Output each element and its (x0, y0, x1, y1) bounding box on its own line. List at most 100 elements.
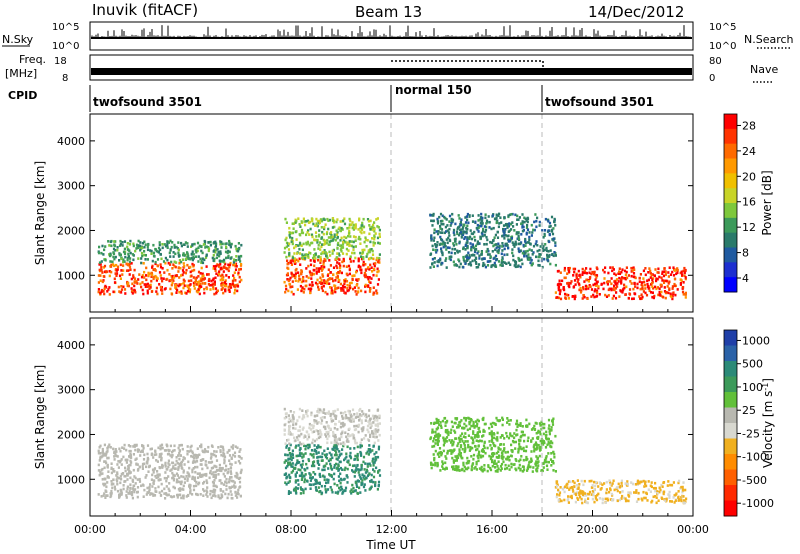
power-echo-cell (462, 231, 465, 235)
power-echo-cell (309, 259, 312, 262)
power-echo-cell (312, 272, 315, 276)
velocity-echo-cell (154, 449, 157, 453)
power-echo-cell (295, 230, 298, 233)
velocity-echo-cell (185, 495, 188, 498)
power-echo-cell (350, 223, 353, 226)
velocity-echo-cell (99, 444, 102, 448)
power-echo-cell (375, 289, 378, 292)
velocity-echo-cell (119, 459, 122, 463)
velocity-echo-cell (205, 474, 208, 477)
velocity-echo-cell (225, 481, 228, 484)
velocity-echo-cell (309, 427, 312, 431)
velocity-echo-cell (170, 468, 173, 471)
velocity-echo-cell (531, 437, 534, 440)
power-echo-cell (112, 290, 115, 294)
velocity-echo-cell (377, 483, 380, 487)
velocity-echo-cell (237, 492, 240, 496)
velocity-echo-cell (188, 474, 191, 478)
power-echo-cell (655, 287, 658, 291)
velocity-echo-cell (514, 458, 517, 461)
power-colorbar-swatch (724, 262, 737, 278)
power-echo-cell (134, 290, 137, 294)
power-echo-cell (648, 267, 651, 270)
power-echo-cell (478, 242, 481, 245)
velocity-echo-cell (368, 409, 371, 412)
power-echo-cell (300, 280, 303, 284)
velocity-echo-cell (114, 448, 117, 451)
velocity-echo-cell (304, 447, 307, 451)
velocity-echo-cell (306, 438, 309, 441)
power-echo-cell (319, 281, 322, 284)
power-echo-cell (481, 232, 484, 236)
power-echo-cell (237, 249, 240, 253)
power-echo-cell (372, 257, 375, 261)
velocity-echo-cell (178, 444, 181, 447)
power-echo-cell (449, 239, 452, 243)
velocity-echo-cell (225, 488, 228, 491)
power-echo-cell (684, 293, 687, 296)
velocity-echo-cell (158, 491, 161, 494)
velocity-echo-cell (439, 469, 442, 472)
velocity-echo-cell (520, 430, 523, 434)
velocity-echo-cell (317, 407, 320, 411)
power-echo-cell (187, 279, 190, 283)
power-echo-cell (306, 219, 310, 223)
power-echo-cell (327, 268, 330, 271)
velocity-echo-cell (97, 469, 100, 472)
power-echo-cell (594, 288, 597, 291)
power-echo-cell (445, 218, 448, 221)
power-echo-cell (305, 267, 308, 270)
power-echo-cell (536, 216, 539, 220)
power-echo-cell (613, 272, 616, 275)
power-echo-cell (614, 282, 617, 286)
power-echo-cell (293, 252, 296, 255)
power-echo-cell (191, 256, 194, 260)
power-echo-cell (110, 244, 113, 248)
velocity-echo-cell (493, 422, 496, 425)
velocity-echo-cell (320, 455, 324, 459)
power-echo-cell (481, 219, 484, 223)
nave-label: Nave (750, 63, 778, 76)
velocity-echo-cell (178, 480, 181, 484)
velocity-echo-cell (300, 452, 303, 455)
freq-panel (89, 54, 694, 81)
power-echo-cell (146, 289, 149, 293)
velocity-echo-cell (343, 458, 346, 462)
velocity-echo-cell (101, 447, 104, 451)
power-echo-cell (201, 272, 204, 276)
velocity-echo-cell (333, 453, 337, 457)
power-echo-cell (439, 257, 442, 261)
power-echo-cell (362, 260, 365, 264)
velocity-echo-cell (288, 473, 291, 477)
velocity-echo-cell (502, 455, 505, 459)
power-echo-cell (374, 262, 377, 265)
power-echo-cell (594, 273, 597, 277)
power-echo-cell (465, 215, 468, 218)
velocity-echo-cell (317, 432, 320, 436)
nsearch-tick-low: 10^0 (709, 41, 736, 52)
power-echo-cell (308, 283, 311, 287)
velocity-echo-cell (534, 464, 537, 467)
power-echo-cell (511, 212, 514, 216)
velocity-echo-cell (226, 451, 229, 454)
power-echo-cell (119, 239, 122, 243)
power-echo-cell (317, 247, 320, 250)
velocity-echo-cell (335, 467, 338, 470)
power-echo-cell (229, 257, 232, 260)
power-echo-cell (582, 287, 585, 291)
velocity-echo-cell (103, 460, 106, 463)
velocity-echo-cell (477, 445, 480, 448)
power-echo-cell (574, 295, 577, 298)
power-echo-cell (196, 283, 199, 286)
velocity-echo-cell (168, 489, 171, 493)
velocity-echo-cell (458, 448, 461, 451)
power-echo-cell (134, 281, 137, 284)
power-echo-cell (285, 273, 289, 277)
velocity-echo-cell (489, 466, 492, 470)
power-echo-cell (518, 250, 521, 254)
velocity-echo-cell (378, 469, 381, 472)
velocity-echo-cell (538, 449, 542, 452)
velocity-echo-cell (334, 491, 337, 494)
power-echo-cell (450, 222, 453, 225)
velocity-echo-cell (284, 466, 288, 470)
